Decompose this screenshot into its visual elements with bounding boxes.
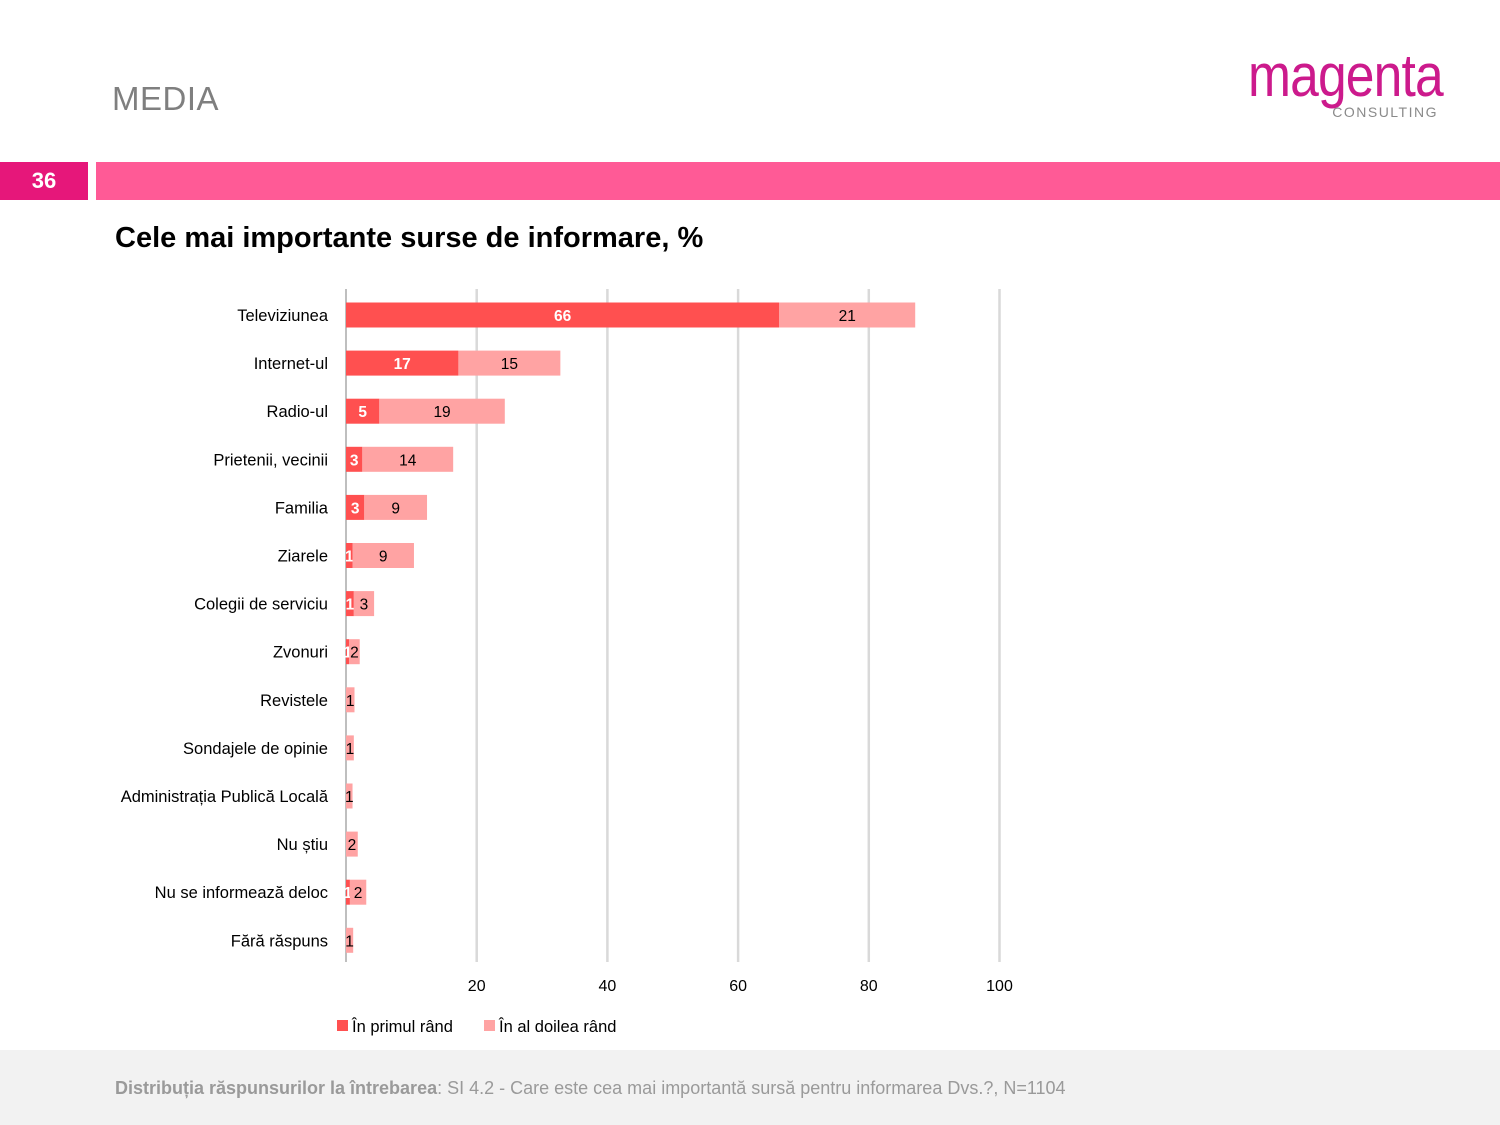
legend-swatch xyxy=(337,1020,348,1031)
data-label: 15 xyxy=(501,356,518,373)
section-title: MEDIA xyxy=(112,80,220,117)
bar-segment xyxy=(346,591,354,617)
bar-segment xyxy=(346,639,350,665)
bar-segment xyxy=(346,543,353,568)
data-label: 3 xyxy=(351,500,360,517)
data-label: 2 xyxy=(348,837,357,854)
bar-segment xyxy=(349,879,367,905)
bar-segment xyxy=(779,302,916,328)
x-tick-label: 80 xyxy=(860,978,878,995)
data-label: 1 xyxy=(343,645,352,662)
bar-segment xyxy=(379,398,505,424)
data-label: 2 xyxy=(354,885,363,902)
category-label: Administrația Publică Locală xyxy=(121,788,329,806)
logo-sub: CONSULTING xyxy=(1332,104,1438,120)
data-label: 66 xyxy=(554,308,572,325)
x-tick-label: 100 xyxy=(986,978,1013,995)
category-label: Zvonuri xyxy=(273,644,328,662)
footer-question: : SI 4.2 - Care este cea mai importantă … xyxy=(437,1078,1066,1098)
legend-label: În primul rând xyxy=(351,1017,453,1036)
category-label: Ziarele xyxy=(278,548,328,566)
category-label: Revistele xyxy=(260,692,328,710)
header-band xyxy=(96,162,1500,200)
bar-segment xyxy=(346,831,358,857)
data-label: 14 xyxy=(399,452,417,469)
bar-segment xyxy=(458,350,561,376)
bar-segment xyxy=(353,591,375,617)
bar-segment xyxy=(346,350,459,376)
x-tick-label: 20 xyxy=(468,978,486,995)
bar-segment xyxy=(346,879,350,905)
magenta-logo: magenta CONSULTING xyxy=(1246,38,1446,128)
category-label: Sondajele de opinie xyxy=(183,740,328,758)
bar-segment xyxy=(346,735,354,761)
bar-segment xyxy=(346,687,355,713)
data-label: 3 xyxy=(350,452,359,469)
data-label: 2 xyxy=(350,645,359,662)
category-label: Televiziunea xyxy=(237,307,329,325)
data-label: 1 xyxy=(344,885,353,902)
category-label: Internet-ul xyxy=(254,355,328,373)
bar-segment xyxy=(349,639,360,665)
bar-segment xyxy=(362,446,454,472)
data-label: 1 xyxy=(346,597,355,614)
data-label: 9 xyxy=(379,549,388,566)
logo-word: magenta xyxy=(1248,42,1444,109)
category-label: Radio-ul xyxy=(267,403,328,421)
bar-segment xyxy=(346,783,353,809)
category-label: Prietenii, vecinii xyxy=(213,451,328,469)
data-label: 9 xyxy=(391,500,400,517)
chart-title: Cele mai importante surse de informare, … xyxy=(115,222,704,254)
data-label: 17 xyxy=(394,356,411,373)
page-number: 36 xyxy=(0,162,88,200)
bar-segment xyxy=(346,398,380,424)
data-label: 21 xyxy=(839,308,856,325)
data-label: 19 xyxy=(433,404,450,421)
data-label: 1 xyxy=(346,693,355,710)
category-label: Nu știu xyxy=(277,836,328,854)
footer: Distribuția răspunsurilor la întrebarea:… xyxy=(0,1050,1500,1125)
data-label: 1 xyxy=(345,789,354,806)
bar-segment xyxy=(346,302,780,328)
bar-segment xyxy=(346,446,363,472)
data-label: 1 xyxy=(345,933,354,950)
x-tick-label: 60 xyxy=(729,978,747,995)
data-label: 3 xyxy=(360,597,369,614)
category-label: Nu se informează deloc xyxy=(155,884,328,902)
data-label: 1 xyxy=(345,549,354,566)
category-label: Familia xyxy=(275,499,329,517)
footer-text: Distribuția răspunsurilor la întrebarea:… xyxy=(115,1078,1066,1099)
data-label: 1 xyxy=(346,741,355,758)
bar-segment xyxy=(364,494,428,520)
x-tick-label: 40 xyxy=(599,978,617,995)
category-label: Colegii de serviciu xyxy=(194,596,328,614)
category-label: Fără răspuns xyxy=(231,932,328,950)
footer-label: Distribuția răspunsurilor la întrebarea xyxy=(115,1078,438,1098)
data-label: 5 xyxy=(358,404,367,421)
legend-swatch xyxy=(484,1020,495,1031)
legend-label: În al doilea rând xyxy=(498,1017,616,1036)
bar-segment xyxy=(352,543,414,568)
bar-segment xyxy=(346,494,365,520)
bar-segment xyxy=(346,927,354,953)
